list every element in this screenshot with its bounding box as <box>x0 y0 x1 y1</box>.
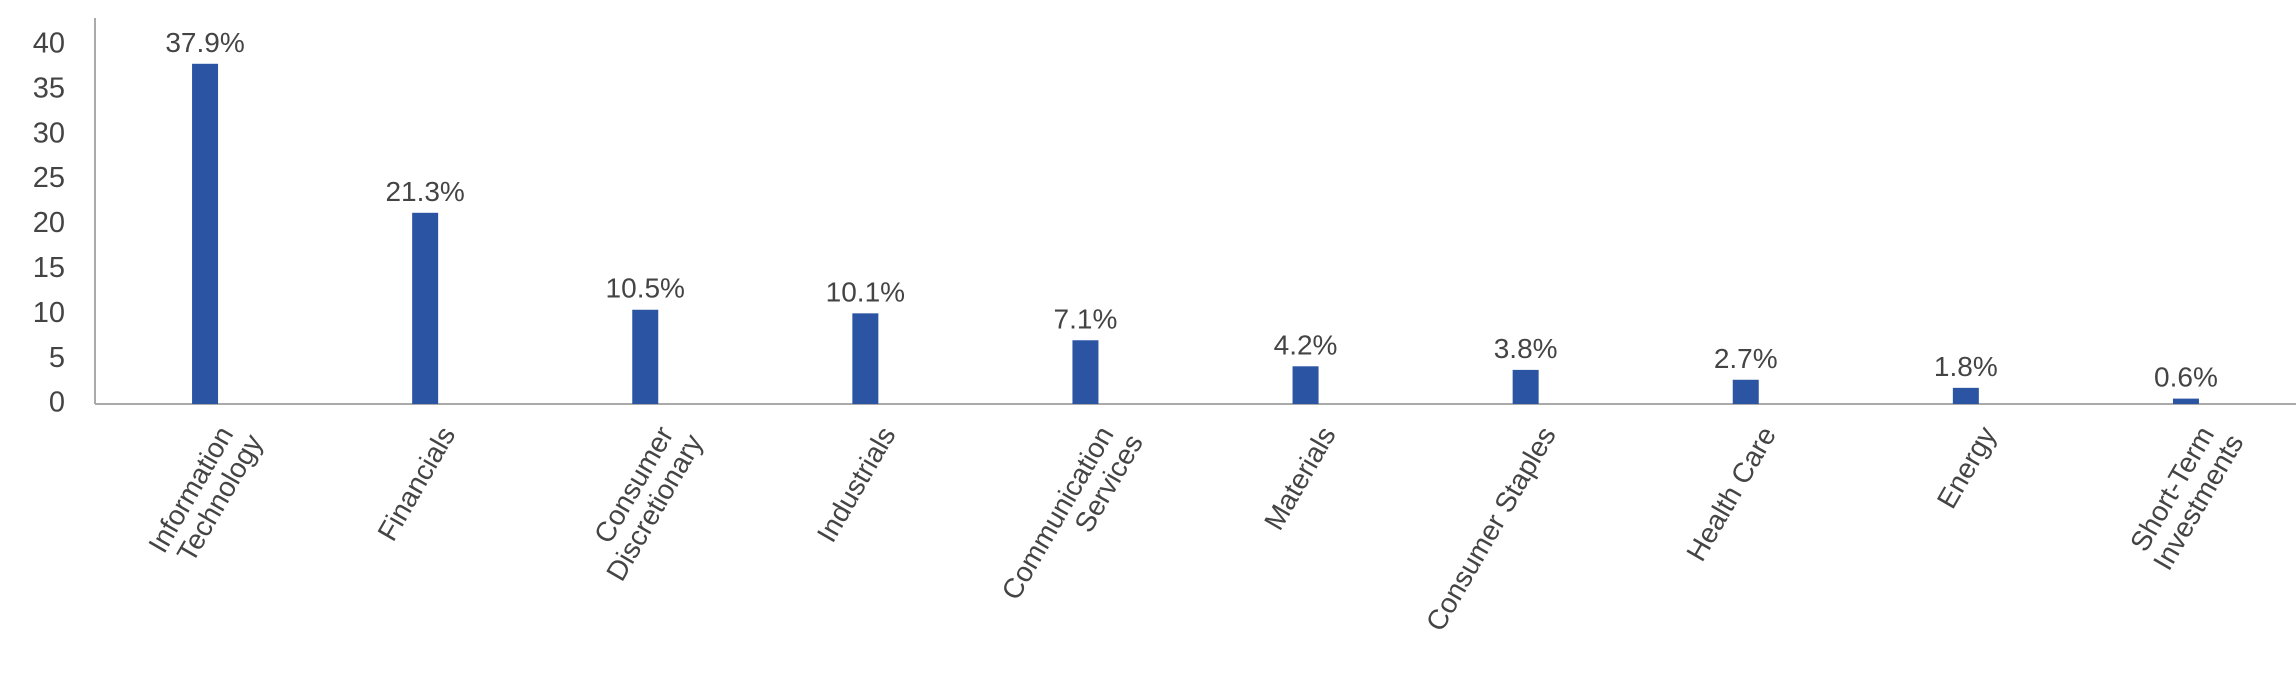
x-tick-label: Consumer Staples <box>1420 421 1562 636</box>
value-label: 7.1% <box>1054 303 1118 334</box>
value-label: 1.8% <box>1934 351 1998 382</box>
x-tick-label: Materials <box>1258 421 1342 535</box>
value-label: 0.6% <box>2154 362 2218 393</box>
value-label: 21.3% <box>385 176 464 207</box>
bar <box>1732 379 1759 404</box>
y-tick-label: 5 <box>49 342 65 374</box>
x-tick-label: Communication Services <box>995 414 1148 619</box>
value-label: 10.1% <box>826 276 905 307</box>
value-label: 37.9% <box>165 27 244 58</box>
y-tick-label: 35 <box>33 72 65 104</box>
bar <box>192 63 219 404</box>
y-tick-label: 0 <box>49 387 65 419</box>
bar <box>1072 340 1099 404</box>
x-tick-label: Consumer Discretionary <box>575 414 709 586</box>
y-tick-label: 30 <box>33 117 65 149</box>
bar <box>2172 398 2199 404</box>
x-tick-label: Information Technology <box>142 414 268 572</box>
x-tick-label: Energy <box>1931 421 2002 513</box>
value-label: 4.2% <box>1274 329 1338 360</box>
x-tick-label: Financials <box>371 421 461 546</box>
y-tick-label: 25 <box>33 162 65 194</box>
y-tick-label: 10 <box>33 297 65 329</box>
value-label: 10.5% <box>606 273 685 304</box>
bar <box>852 313 879 404</box>
value-label: 2.7% <box>1714 343 1778 374</box>
bar <box>1512 369 1539 404</box>
y-tick-label: 15 <box>33 252 65 284</box>
value-label: 3.8% <box>1494 333 1558 364</box>
bar <box>1952 387 1979 404</box>
bar <box>412 212 439 404</box>
bar <box>1292 366 1319 404</box>
x-tick-label: Short-Term Investments <box>2122 414 2250 575</box>
y-tick-label: 20 <box>33 207 65 239</box>
bar <box>632 309 659 404</box>
y-tick-label: 40 <box>33 28 65 60</box>
x-tick-label: Industrials <box>811 421 902 547</box>
x-tick-label: Health Care <box>1680 421 1782 566</box>
